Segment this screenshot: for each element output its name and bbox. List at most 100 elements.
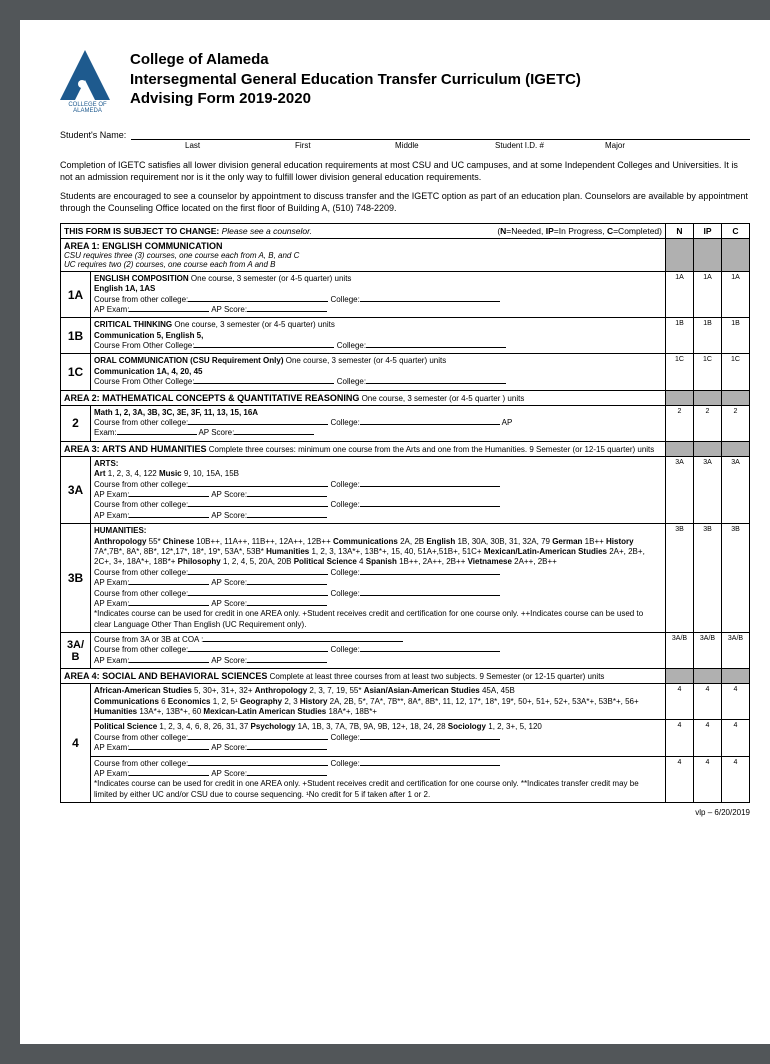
ip-4-3: 4 <box>694 756 722 803</box>
area1-title: AREA 1: ENGLISH COMMUNICATION <box>64 241 223 251</box>
area1-cell: AREA 1: ENGLISH COMMUNICATION CSU requir… <box>61 238 666 271</box>
row-3ab: 3A/B Course from 3A or 3B at COA : Cours… <box>61 633 750 669</box>
a1c-college: College: <box>337 377 366 386</box>
a3ab-ap: AP Exam: <box>94 656 129 665</box>
c-1a: 1A <box>722 271 750 318</box>
intro-1: Completion of IGETC satisfies all lower … <box>60 160 750 183</box>
n-3ab: 3A/B <box>666 633 694 669</box>
title-line-1: College of Alameda <box>130 50 581 70</box>
content-4-2: Political Science 1, 2, 3, 4, 6, 8, 26, … <box>91 720 666 756</box>
label-sid: Student I.D. # <box>495 141 605 150</box>
row-4-2: Political Science 1, 2, 3, 4, 6, 8, 26, … <box>61 720 750 756</box>
n-2: 2 <box>666 405 694 441</box>
a4-other: Course from other college: <box>94 733 188 742</box>
a1c-title: ORAL COMMUNICATION (CSU Requirement Only… <box>94 356 283 365</box>
col-n: N <box>666 223 694 238</box>
c-2: 2 <box>722 405 750 441</box>
ip-1b: 1B <box>694 318 722 354</box>
a2-college: College: <box>331 418 360 427</box>
ip-1a: 1A <box>694 271 722 318</box>
area3-header: AREA 3: ARTS AND HUMANITIES Complete thr… <box>61 441 750 456</box>
a3a-other2: Course from other college: <box>94 500 188 509</box>
n-1b: 1B <box>666 318 694 354</box>
a3b-other2: Course from other college: <box>94 589 188 598</box>
a2-courses: Math 1, 2, 3A, 3B, 3C, 3E, 3F, 11, 13, 1… <box>94 408 258 417</box>
label-last: Last <box>185 141 295 150</box>
a1b-college: College: <box>337 341 366 350</box>
student-name-line <box>131 130 750 140</box>
a1c-other: Course From Other College: <box>94 377 194 386</box>
label-first: First <box>295 141 395 150</box>
a3b-college: College: <box>331 568 360 577</box>
a4-note: *Indicates course can be used for credit… <box>94 779 639 798</box>
row-4-1: 4 African-American Studies 5, 30+, 31+, … <box>61 684 750 720</box>
code-3ab: 3A/B <box>61 633 91 669</box>
area3-title: AREA 3: ARTS AND HUMANITIES <box>64 444 207 454</box>
n-3a: 3A <box>666 456 694 523</box>
shaded <box>694 390 722 405</box>
a4-other2: Course from other college: <box>94 759 188 768</box>
a4-ap2: AP Exam: <box>94 769 129 778</box>
ip-3ab: 3A/B <box>694 633 722 669</box>
a4-college2: College: <box>331 759 360 768</box>
a3a-apscore2: AP Score: <box>211 511 247 520</box>
area1-sub2: UC requires two (2) courses, one course … <box>64 260 276 269</box>
a3a-college2: College: <box>331 500 360 509</box>
shaded <box>694 238 722 271</box>
code-1a: 1A <box>61 271 91 318</box>
area4-cell: AREA 4: SOCIAL AND BEHAVIORAL SCIENCES C… <box>61 669 666 684</box>
c-1b: 1B <box>722 318 750 354</box>
shaded <box>666 390 694 405</box>
shaded <box>722 441 750 456</box>
content-3ab: Course from 3A or 3B at COA : Course fro… <box>91 633 666 669</box>
row-1b: 1B CRITICAL THINKING One course, 3 semes… <box>61 318 750 354</box>
student-name-label: Student's Name: <box>60 130 126 140</box>
code-3b: 3B <box>61 524 91 633</box>
a2-ap2: AP <box>502 418 513 427</box>
a3a-title: ARTS: <box>94 459 118 468</box>
a2-apscore: AP Score: <box>198 428 234 437</box>
c-4-2: 4 <box>722 720 750 756</box>
area2-title: AREA 2: MATHEMATICAL CONCEPTS & QUANTITA… <box>64 393 359 403</box>
change-notice-cell: THIS FORM IS SUBJECT TO CHANGE: Please s… <box>61 223 666 238</box>
page: COLLEGE OF ALAMEDA College of Alameda In… <box>20 20 770 1044</box>
c-1c: 1C <box>722 354 750 390</box>
a3b-apscore2: AP Score: <box>211 599 247 608</box>
a3a-other: Course from other college: <box>94 480 188 489</box>
a1a-ap: AP Exam: <box>94 305 129 314</box>
content-4-3: Course from other college: College: AP E… <box>91 756 666 803</box>
logo-text: COLLEGE OF ALAMEDA <box>60 102 115 114</box>
col-ip: IP <box>694 223 722 238</box>
ip-4-2: 4 <box>694 720 722 756</box>
header-row: THIS FORM IS SUBJECT TO CHANGE: Please s… <box>61 223 750 238</box>
student-name-row: Student's Name: Last First Middle Studen… <box>60 130 750 150</box>
student-labels: Last First Middle Student I.D. # Major <box>60 141 750 150</box>
a3b-apscore: AP Score: <box>211 578 247 587</box>
a1b-desc: One course, 3 semester (or 4-5 quarter) … <box>174 320 335 329</box>
row-1c: 1C ORAL COMMUNICATION (CSU Requirement O… <box>61 354 750 390</box>
area3-desc: Complete three courses: minimum one cour… <box>209 445 655 454</box>
a1c-courses: Communication 1A, 4, 20, 45 <box>94 367 202 376</box>
shaded <box>666 669 694 684</box>
area3-cell: AREA 3: ARTS AND HUMANITIES Complete thr… <box>61 441 666 456</box>
shaded <box>666 441 694 456</box>
a3b-ap: AP Exam: <box>94 578 129 587</box>
code-1c: 1C <box>61 354 91 390</box>
a3a-ap: AP Exam: <box>94 490 129 499</box>
a4-apscore2: AP Score: <box>211 769 247 778</box>
a3a-apscore: AP Score: <box>211 490 247 499</box>
area1-sub1: CSU requires three (3) courses, one cour… <box>64 251 299 260</box>
a1b-title: CRITICAL THINKING <box>94 320 172 329</box>
a3a-ap2: AP Exam: <box>94 511 129 520</box>
code-1b: 1B <box>61 318 91 354</box>
row-4-3: Course from other college: College: AP E… <box>61 756 750 803</box>
n-4-1: 4 <box>666 684 694 720</box>
area2-header: AREA 2: MATHEMATICAL CONCEPTS & QUANTITA… <box>61 390 750 405</box>
a3ab-other: Course from other college: <box>94 645 188 654</box>
content-4-1: African-American Studies 5, 30+, 31+, 32… <box>91 684 666 720</box>
a1a-courses: English 1A, 1AS <box>94 284 155 293</box>
area4-title: AREA 4: SOCIAL AND BEHAVIORAL SCIENCES <box>64 671 267 681</box>
row-3a: 3A ARTS: Art 1, 2, 3, 4, 122 Music 9, 10… <box>61 456 750 523</box>
a3b-note: *Indicates course can be used for credit… <box>94 609 643 628</box>
a3ab-line1: Course from 3A or 3B at COA : <box>94 635 203 644</box>
